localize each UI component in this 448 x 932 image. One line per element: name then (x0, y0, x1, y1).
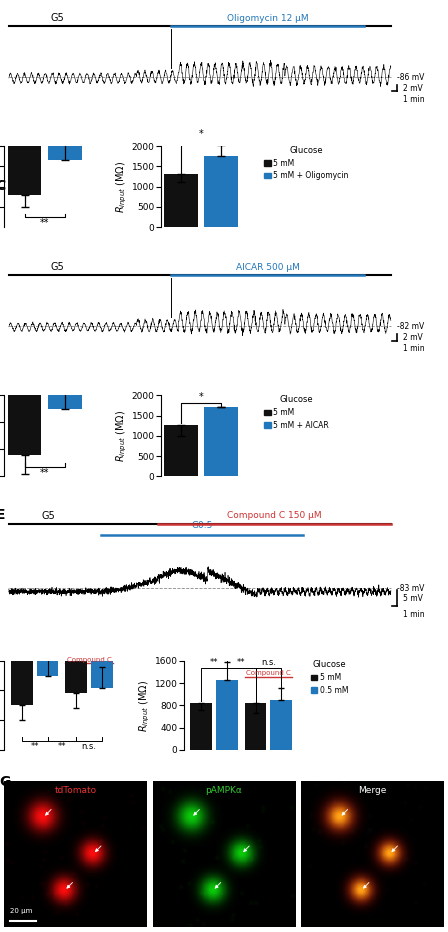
Text: **: ** (237, 658, 246, 667)
Bar (91, 661, 113, 688)
Bar (48, 395, 82, 409)
Text: 2 mV: 2 mV (403, 333, 422, 342)
Y-axis label: $R_{input}$ (M$\Omega$): $R_{input}$ (M$\Omega$) (114, 410, 129, 462)
Y-axis label: $R_{input}$ (M$\Omega$): $R_{input}$ (M$\Omega$) (138, 679, 152, 732)
Bar (190, 703, 212, 750)
Text: 1 min: 1 min (403, 345, 424, 353)
Text: AICAR 500 μM: AICAR 500 μM (236, 263, 300, 272)
Legend: 5 mM, 5 mM + Oligomycin: 5 mM, 5 mM + Oligomycin (264, 146, 349, 181)
Text: Compound C: Compound C (67, 656, 112, 663)
Text: **: ** (40, 218, 50, 228)
Text: G0.5: G0.5 (191, 521, 213, 530)
Text: *: * (198, 130, 203, 139)
Text: 5 mV: 5 mV (403, 594, 422, 603)
Text: **: ** (58, 742, 66, 751)
Bar (11, 661, 33, 706)
Text: -83 mV: -83 mV (397, 583, 425, 593)
Legend: 5 mM, 5 mM + AICAR: 5 mM, 5 mM + AICAR (264, 395, 329, 430)
Text: **: ** (40, 468, 50, 477)
Text: Oligomycin 12 μM: Oligomycin 12 μM (227, 13, 309, 22)
Text: 1 min: 1 min (403, 95, 424, 104)
Text: **: ** (210, 658, 218, 667)
Text: tdTomato: tdTomato (55, 786, 97, 795)
Text: G5: G5 (50, 263, 64, 272)
Bar (216, 680, 238, 750)
Bar (164, 174, 198, 227)
Text: C: C (0, 180, 6, 194)
Text: -86 mV: -86 mV (397, 73, 425, 82)
Bar (65, 661, 87, 693)
Text: 20 μm: 20 μm (10, 908, 33, 914)
Bar (204, 157, 238, 227)
Text: 2 mV: 2 mV (403, 84, 422, 92)
Text: -82 mV: -82 mV (397, 322, 425, 331)
Bar (164, 424, 198, 476)
Legend: 5 mM, 0.5 mM: 5 mM, 0.5 mM (310, 660, 348, 694)
Text: G5: G5 (50, 13, 64, 23)
Text: G: G (0, 775, 10, 789)
Bar (245, 703, 267, 750)
Bar (8, 395, 41, 455)
Bar (8, 146, 41, 195)
Text: pAMPKα: pAMPKα (206, 786, 242, 795)
Text: G5: G5 (42, 512, 55, 521)
Text: n.s.: n.s. (82, 742, 97, 751)
Text: Merge: Merge (358, 786, 387, 795)
Text: Compound C 150 μM: Compound C 150 μM (227, 512, 322, 520)
Text: *: * (198, 391, 203, 402)
Text: **: ** (30, 742, 39, 751)
Text: E: E (0, 508, 5, 522)
Text: 1 min: 1 min (403, 610, 424, 620)
Bar (48, 146, 82, 160)
Y-axis label: $R_{input}$ (M$\Omega$): $R_{input}$ (M$\Omega$) (114, 160, 129, 212)
Text: Compound C: Compound C (246, 670, 291, 676)
Bar (204, 407, 238, 476)
Bar (271, 700, 292, 750)
Text: n.s.: n.s. (261, 658, 276, 667)
Bar (37, 661, 58, 676)
